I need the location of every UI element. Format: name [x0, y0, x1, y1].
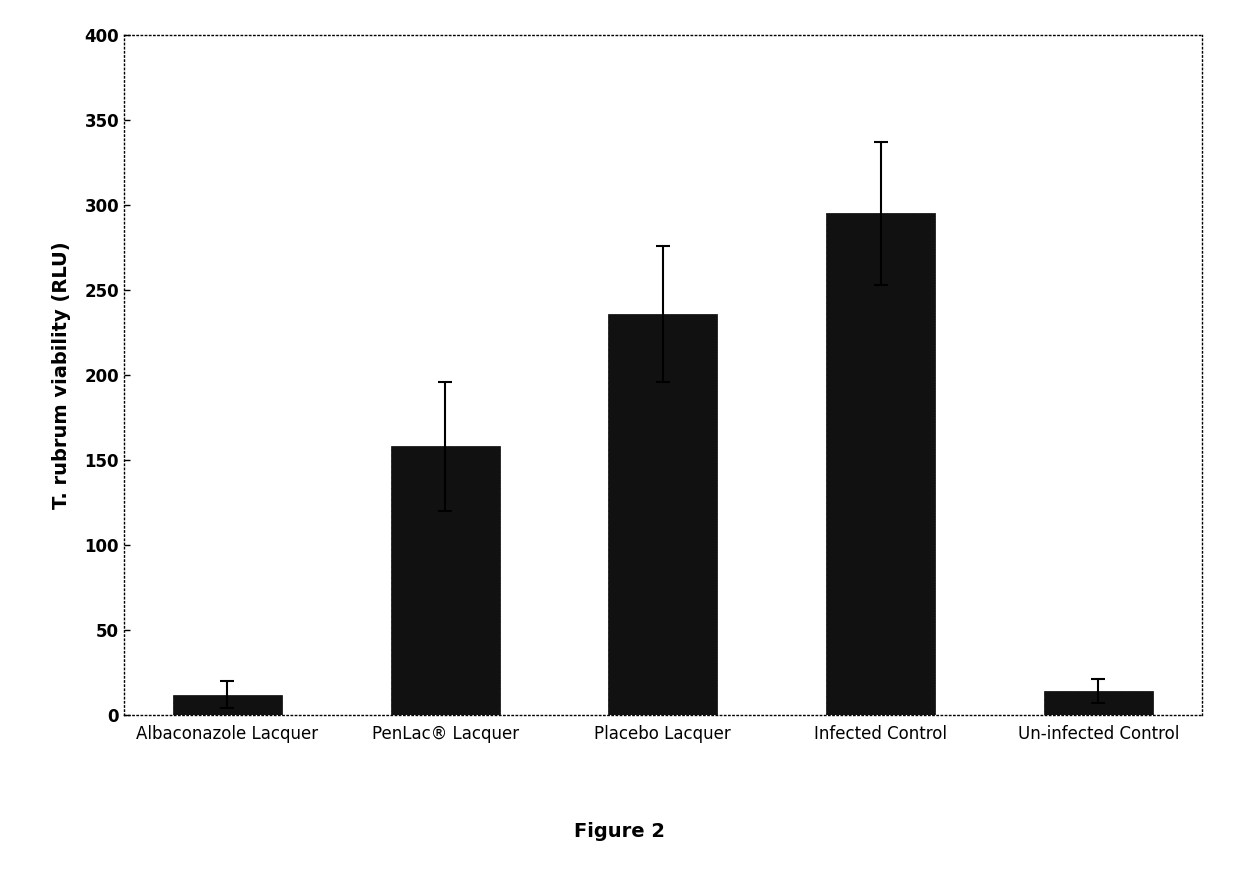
- Bar: [608, 314, 717, 715]
- Y-axis label: T. rubrum viability (RLU): T. rubrum viability (RLU): [52, 242, 71, 508]
- Bar: [390, 446, 499, 715]
- Text: Figure 2: Figure 2: [574, 822, 665, 841]
- Bar: [826, 214, 935, 715]
- Bar: [1044, 691, 1152, 715]
- Bar: [173, 695, 281, 715]
